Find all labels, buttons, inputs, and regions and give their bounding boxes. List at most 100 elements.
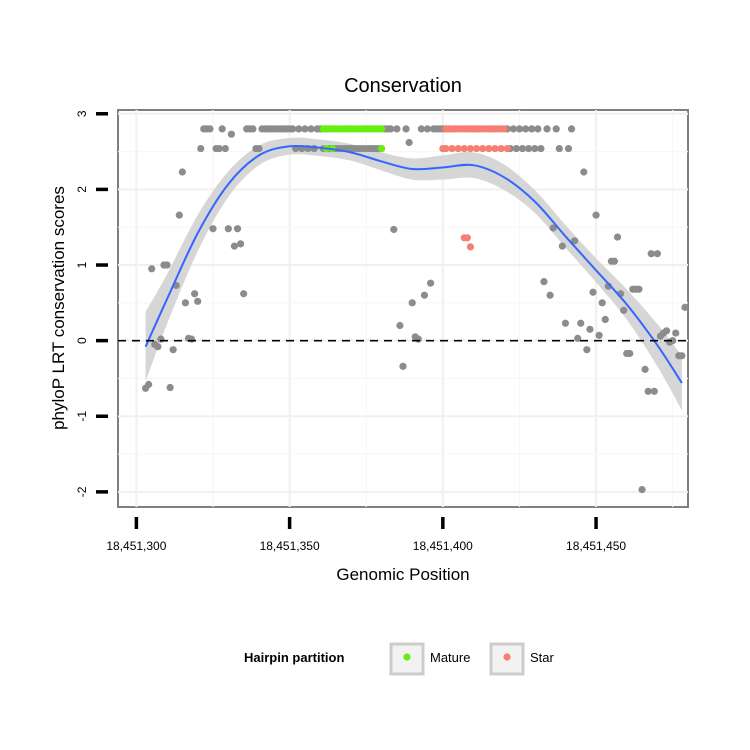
point-other xyxy=(197,144,205,153)
point-other xyxy=(549,224,557,232)
point-star xyxy=(454,144,462,153)
point-other xyxy=(249,125,257,133)
point-other xyxy=(620,306,628,314)
loess-curve xyxy=(144,144,683,384)
point-other xyxy=(387,125,395,133)
point-other xyxy=(669,337,677,345)
point-other xyxy=(546,291,554,299)
point-other xyxy=(390,225,398,234)
point-other xyxy=(423,125,432,133)
point-other xyxy=(681,303,689,311)
point-other xyxy=(586,325,594,333)
point-other xyxy=(567,125,576,133)
point-other xyxy=(589,288,597,296)
y-tick-label: -1 xyxy=(75,411,89,422)
point-other xyxy=(414,335,422,343)
point-other xyxy=(635,285,643,293)
point-other xyxy=(595,331,603,339)
x-tick-label: 18,451,450 xyxy=(566,539,626,553)
point-other xyxy=(236,240,245,248)
point-other xyxy=(583,346,591,354)
point-other xyxy=(662,327,671,335)
y-tick-label: 2 xyxy=(75,186,89,193)
point-other xyxy=(148,265,156,273)
point-star xyxy=(479,144,487,153)
legend-title: Hairpin partition xyxy=(244,650,344,665)
point-other xyxy=(650,387,658,395)
legend-label-mature: Mature xyxy=(430,650,470,665)
point-star xyxy=(485,144,493,153)
point-other xyxy=(555,144,563,153)
point-other xyxy=(561,319,570,327)
point-other xyxy=(301,125,309,133)
point-other xyxy=(426,279,435,287)
point-other xyxy=(525,144,533,153)
point-star xyxy=(448,144,456,153)
point-other xyxy=(218,125,226,133)
x-axis-title: Genomic Position xyxy=(336,565,469,584)
point-other xyxy=(405,138,413,147)
point-other xyxy=(531,144,539,153)
point-other xyxy=(169,346,177,354)
point-other xyxy=(653,250,661,258)
point-other xyxy=(227,130,235,138)
point-other xyxy=(187,335,196,343)
point-other xyxy=(678,352,686,360)
point-other xyxy=(221,144,229,153)
point-mature xyxy=(377,125,386,133)
point-other xyxy=(558,242,566,250)
point-other xyxy=(307,125,315,133)
point-mature xyxy=(377,144,386,153)
point-other xyxy=(537,144,545,153)
point-other xyxy=(598,299,606,307)
point-other xyxy=(574,334,582,342)
point-other xyxy=(515,125,524,133)
point-star xyxy=(466,144,475,153)
point-other xyxy=(420,291,429,299)
smooth-curve-layer xyxy=(144,144,683,384)
point-other xyxy=(672,329,680,337)
point-other xyxy=(512,144,520,153)
point-other xyxy=(255,144,263,153)
point-other xyxy=(230,242,239,250)
point-other xyxy=(571,237,579,245)
legend: Hairpin partition Mature Star xyxy=(244,642,555,676)
point-other xyxy=(175,211,183,219)
point-other xyxy=(610,257,619,265)
point-other xyxy=(528,125,536,133)
point-other xyxy=(178,168,186,176)
point-other xyxy=(209,225,217,233)
y-tick-label: 0 xyxy=(75,337,89,344)
point-other xyxy=(647,250,655,258)
point-other xyxy=(577,319,585,327)
point-other xyxy=(289,125,297,133)
point-other xyxy=(564,144,573,153)
point-other xyxy=(154,343,162,351)
point-other xyxy=(552,125,560,133)
point-star xyxy=(442,144,450,153)
point-other xyxy=(233,225,242,233)
point-star xyxy=(472,144,481,153)
point-other xyxy=(641,365,649,373)
legend-label-star: Star xyxy=(530,650,555,665)
data-points xyxy=(141,125,689,494)
point-other xyxy=(540,278,548,286)
point-other xyxy=(580,168,588,176)
point-other xyxy=(521,125,530,133)
point-other xyxy=(408,299,416,307)
point-star xyxy=(463,234,471,242)
confidence-band xyxy=(145,137,682,411)
y-tick-label: -2 xyxy=(75,486,89,497)
legend-dot-mature xyxy=(403,653,411,661)
point-other xyxy=(157,335,165,343)
grid-lines xyxy=(118,110,688,507)
x-tick-label: 18,451,350 xyxy=(260,539,320,553)
point-other xyxy=(626,349,634,358)
point-other xyxy=(592,211,600,219)
point-other xyxy=(638,486,646,494)
point-star xyxy=(503,144,511,153)
y-axis-title: phyloP LRT conservation scores xyxy=(49,186,68,430)
point-other xyxy=(191,290,199,298)
point-other xyxy=(145,380,153,389)
